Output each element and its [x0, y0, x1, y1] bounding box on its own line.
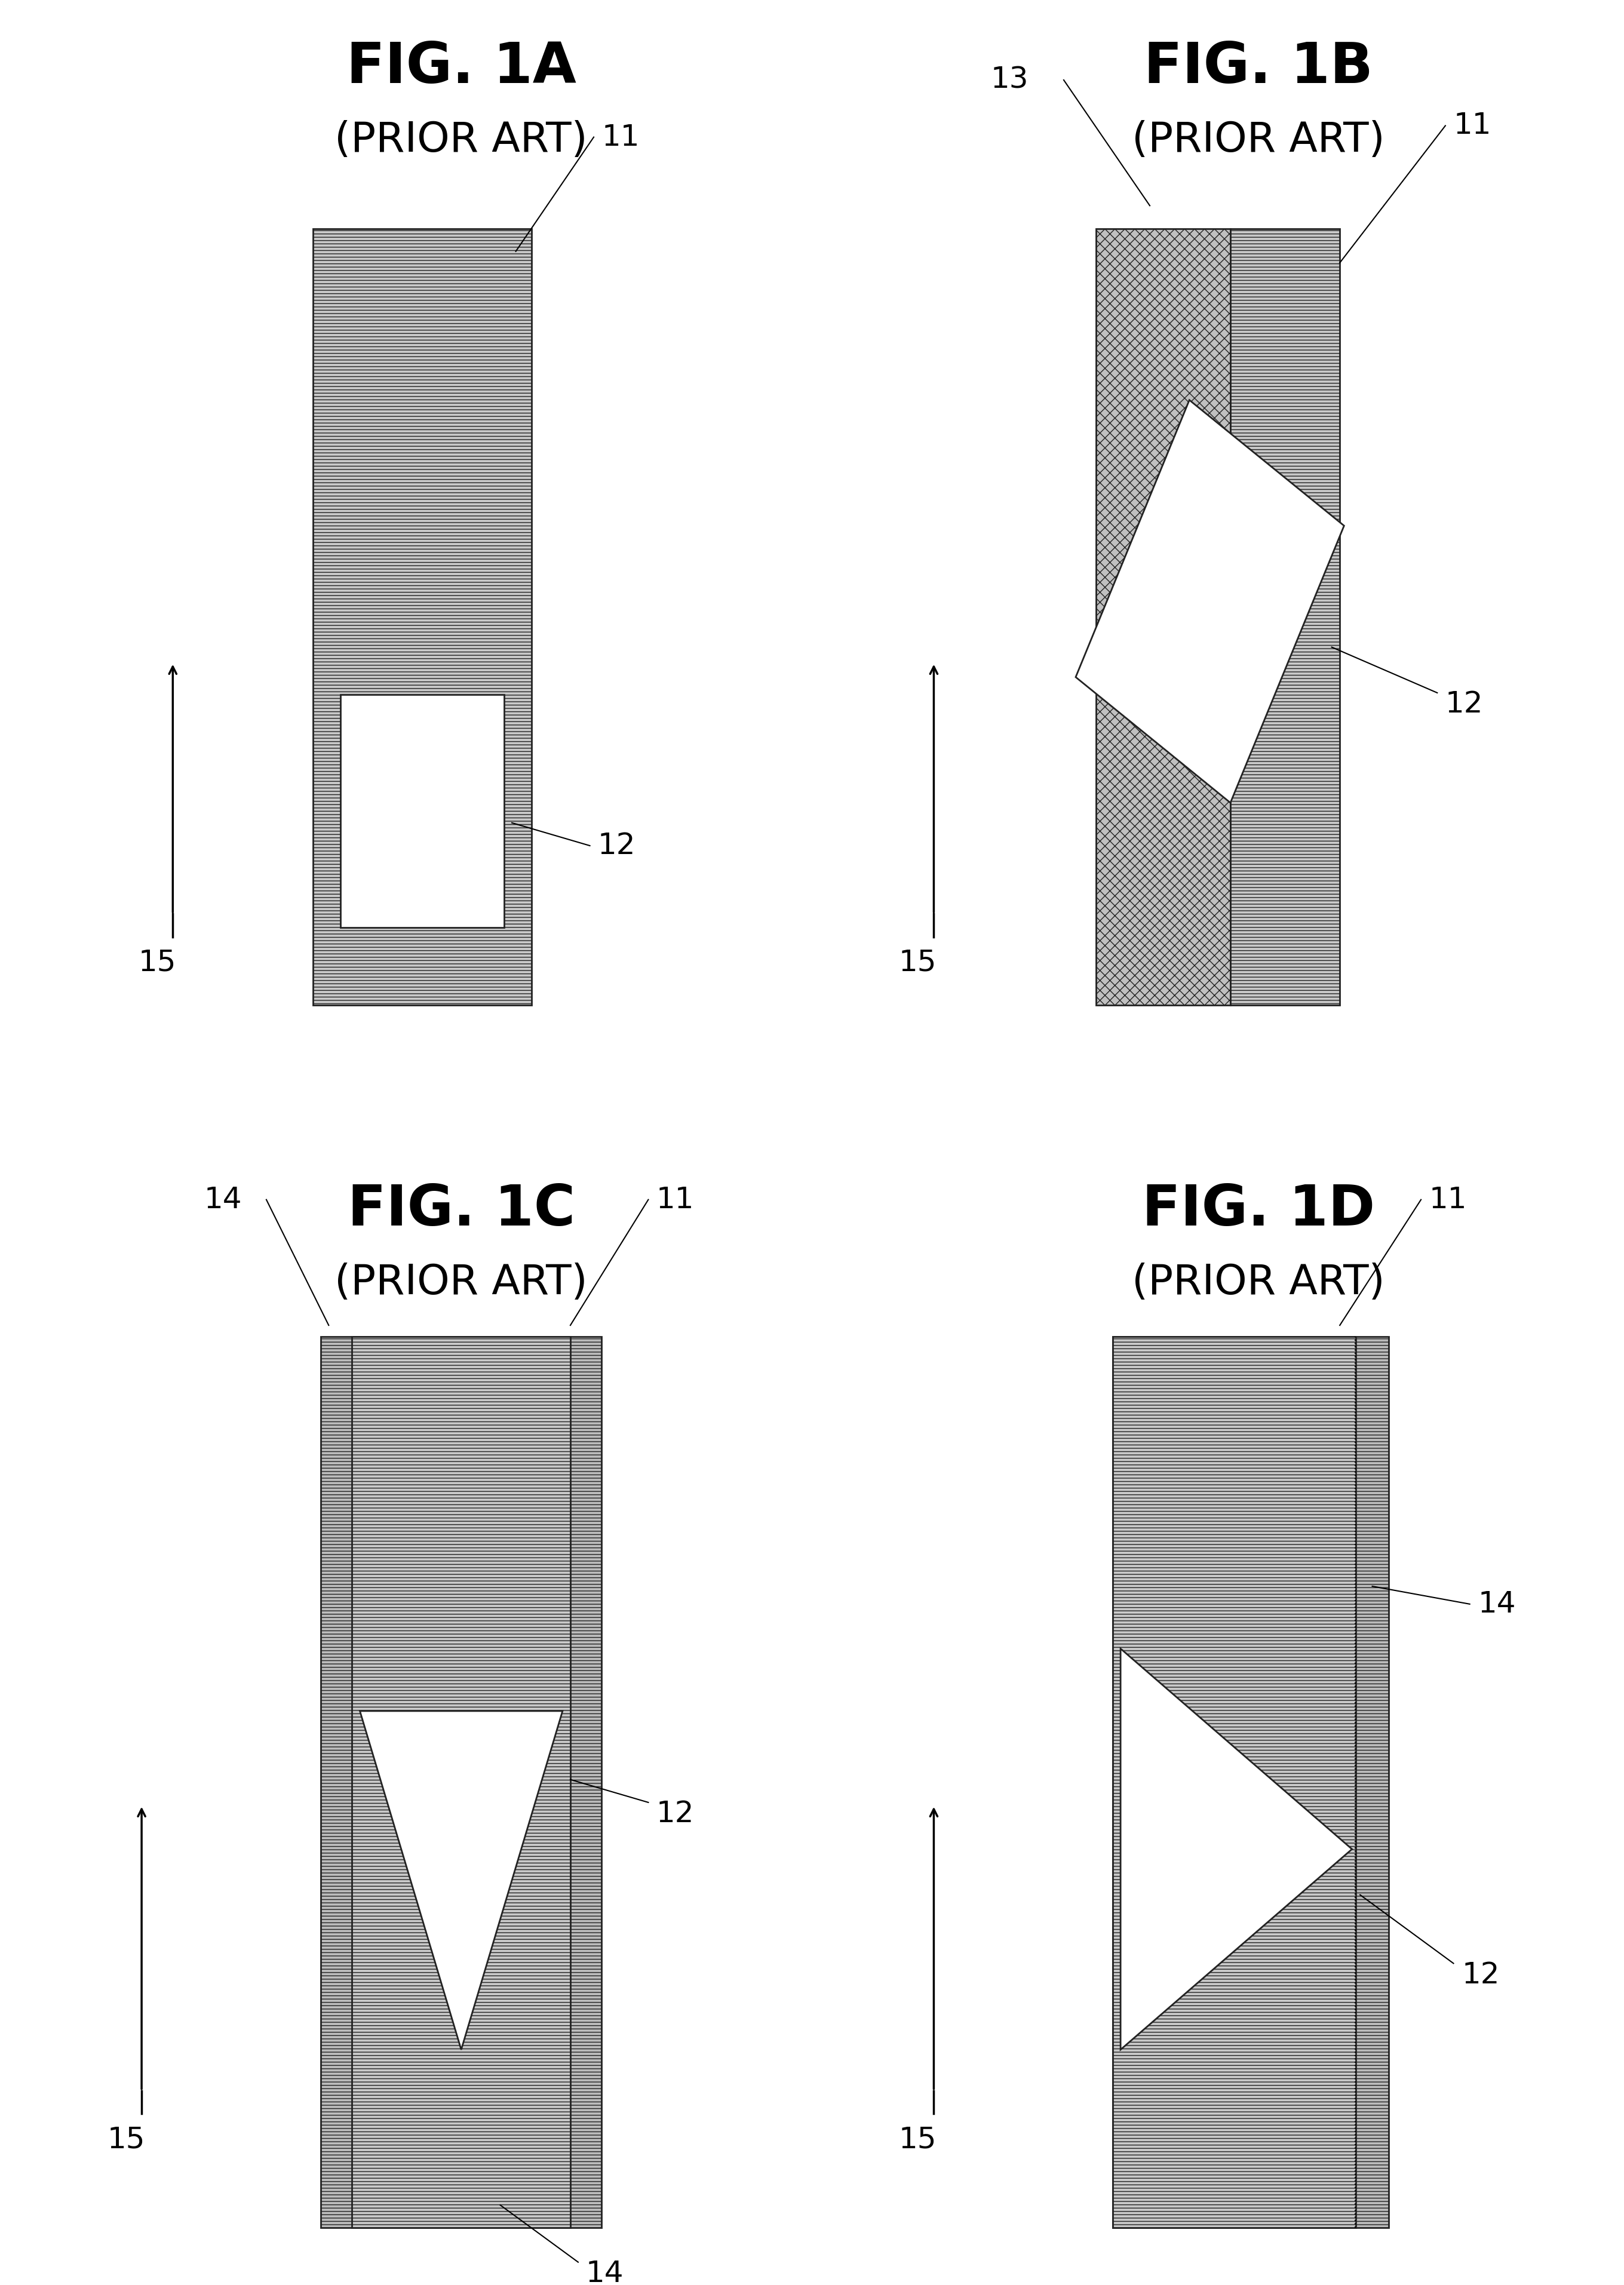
- Text: 11: 11: [1429, 1186, 1466, 1213]
- Text: 11: 11: [601, 123, 640, 151]
- Text: 12: 12: [1462, 1961, 1499, 1990]
- Text: 14: 14: [205, 1186, 242, 1213]
- Text: 11: 11: [1453, 112, 1491, 139]
- Bar: [352, 1337, 570, 2228]
- Polygon shape: [1121, 1650, 1351, 2050]
- Bar: [313, 229, 531, 1005]
- Text: 15: 15: [898, 2125, 937, 2155]
- Bar: [1231, 229, 1340, 1005]
- Text: (PRIOR ART): (PRIOR ART): [335, 119, 588, 160]
- Text: FIG. 1C: FIG. 1C: [348, 1184, 575, 1238]
- Bar: [1112, 1337, 1356, 2228]
- Text: 13: 13: [991, 66, 1028, 94]
- Text: (PRIOR ART): (PRIOR ART): [1132, 1261, 1385, 1302]
- Bar: [1096, 229, 1231, 1005]
- Bar: [1112, 1337, 1389, 2228]
- Text: 15: 15: [898, 948, 937, 978]
- Text: (PRIOR ART): (PRIOR ART): [1132, 119, 1385, 160]
- Text: 14: 14: [586, 2260, 624, 2285]
- Text: (PRIOR ART): (PRIOR ART): [335, 1261, 588, 1302]
- Text: 12: 12: [598, 832, 635, 859]
- Text: FIG. 1A: FIG. 1A: [346, 41, 577, 96]
- Text: FIG. 1D: FIG. 1D: [1142, 1184, 1376, 1238]
- Text: 15: 15: [138, 948, 175, 978]
- Polygon shape: [361, 1711, 562, 2050]
- Bar: [1075, 400, 1345, 802]
- Text: 12: 12: [656, 1801, 693, 1828]
- Bar: [341, 695, 503, 928]
- Text: 12: 12: [1445, 690, 1483, 717]
- Text: 11: 11: [656, 1186, 693, 1213]
- Bar: [322, 1337, 601, 2228]
- Text: 15: 15: [107, 2125, 145, 2155]
- Text: FIG. 1B: FIG. 1B: [1143, 41, 1374, 96]
- Text: 14: 14: [1478, 1590, 1515, 1618]
